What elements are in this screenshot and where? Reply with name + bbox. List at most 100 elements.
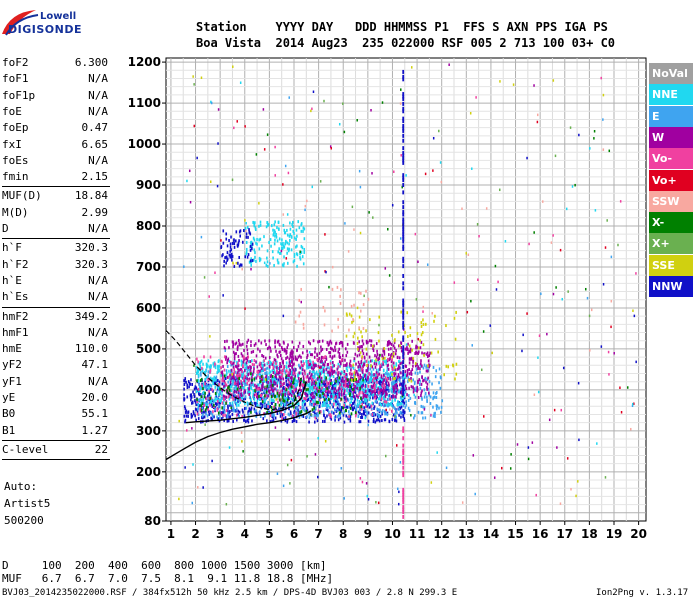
noise-dot (432, 169, 434, 172)
echo-dot (302, 405, 305, 409)
echo-dot (372, 347, 374, 351)
noise-dot (364, 416, 366, 419)
echo-dot (251, 259, 254, 263)
echo-dot (359, 388, 361, 392)
echo-dot (373, 381, 376, 385)
streak-dot (402, 335, 405, 340)
echo-dot (223, 374, 226, 378)
echo-dot (300, 360, 303, 364)
echo-dot (310, 393, 313, 397)
echo-dot (336, 409, 339, 413)
echo-dot (414, 400, 416, 404)
echo-dot (240, 388, 242, 392)
echo-dot (394, 407, 396, 411)
echo-dot (283, 381, 285, 385)
echo-dot (300, 250, 303, 254)
noise-dot (620, 410, 623, 414)
echo-dot (379, 395, 382, 399)
echo-dot (380, 375, 383, 379)
param-row: foF1 N/A (2, 71, 108, 87)
noise-dot (536, 120, 539, 124)
echo-dot (199, 404, 202, 408)
echo-dot (434, 411, 436, 415)
echo-dot (335, 402, 337, 406)
echo-dot (226, 358, 229, 362)
echo-dot (276, 394, 279, 398)
echo-dot (280, 242, 282, 246)
echo-dot (367, 297, 370, 301)
echo-dot (383, 389, 385, 393)
echo-dot (353, 406, 356, 410)
echo-dot (225, 383, 228, 387)
echo-dot (352, 391, 355, 395)
echo-dot (288, 383, 291, 387)
echo-dot (223, 410, 226, 414)
echo-dot (196, 410, 199, 414)
echo-dot (346, 386, 348, 390)
echo-dot (235, 403, 238, 407)
noise-dot (216, 184, 219, 188)
noise-dot (501, 466, 503, 470)
echo-dot (290, 385, 293, 389)
echo-dot (396, 384, 399, 388)
echo-dot (398, 365, 401, 369)
echo-dot (365, 402, 368, 406)
echo-dot (326, 405, 329, 409)
echo-dot (217, 369, 220, 373)
echo-dot (197, 360, 199, 364)
echo-dot (301, 246, 304, 250)
noise-dot (413, 393, 415, 397)
echo-dot (331, 387, 333, 391)
echo-dot (196, 400, 198, 404)
echo-dot (275, 395, 278, 399)
echo-dot (229, 409, 231, 413)
echo-dot (269, 370, 272, 374)
echo-dot (375, 396, 378, 400)
echo-dot (283, 349, 286, 353)
echo-dot (318, 339, 321, 343)
echo-dot (290, 355, 293, 359)
echo-dot (435, 369, 438, 373)
echo-dot (201, 411, 203, 415)
echo-dot (338, 341, 341, 345)
echo-dot (365, 374, 368, 378)
echo-dot (392, 383, 395, 387)
echo-dot (369, 359, 372, 363)
echo-dot (253, 343, 256, 347)
echo-dot (207, 394, 209, 398)
echo-dot (205, 412, 207, 416)
echo-dot (326, 380, 328, 384)
echo-dot (399, 376, 401, 380)
echo-dot (247, 360, 250, 364)
noise-dot (262, 108, 265, 111)
echo-dot (415, 346, 417, 350)
echo-dot (285, 388, 288, 392)
echo-dot (289, 381, 292, 385)
noise-dot (498, 188, 501, 192)
echo-dot (235, 364, 237, 368)
echo-dot (273, 405, 276, 409)
echo-dot (325, 394, 327, 398)
noise-dot (610, 255, 613, 259)
echo-dot (426, 387, 429, 391)
echo-dot (335, 379, 337, 383)
echo-dot (301, 406, 303, 410)
echo-dot (398, 359, 400, 363)
echo-dot (258, 394, 260, 398)
noise-dot (602, 148, 605, 151)
echo-dot (233, 357, 236, 361)
noise-dot (522, 333, 524, 337)
echo-dot (190, 393, 192, 397)
echo-dot (392, 367, 394, 371)
echo-dot (337, 317, 339, 321)
streak-dot (402, 460, 405, 465)
echo-dot (245, 406, 248, 410)
echo-dot (328, 351, 330, 355)
echo-dot (280, 357, 283, 361)
echo-dot (356, 372, 359, 376)
echo-dot (390, 354, 392, 358)
noise-dot (527, 446, 530, 449)
echo-dot (286, 261, 289, 265)
echo-dot (258, 259, 261, 263)
echo-dot (301, 367, 303, 371)
